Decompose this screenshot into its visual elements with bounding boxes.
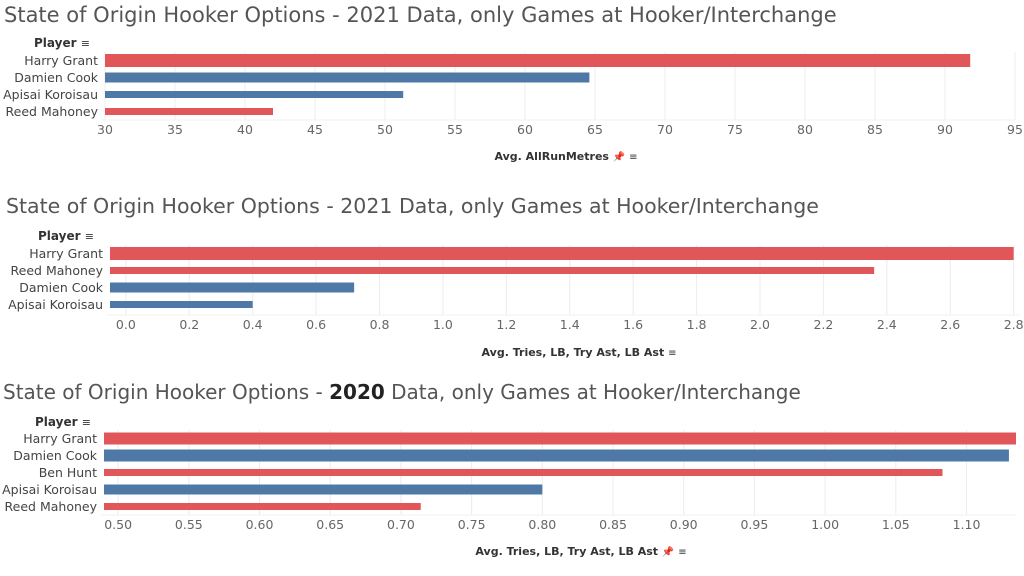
x-tick-label: 1.0 xyxy=(433,317,453,332)
sort-icon[interactable]: ≡ xyxy=(81,416,91,429)
category-label[interactable]: Damien Cook xyxy=(14,70,99,85)
y-axis-title[interactable]: Player ≡ xyxy=(35,415,91,429)
category-label[interactable]: Reed Mahoney xyxy=(6,104,99,119)
category-label[interactable]: Harry Grant xyxy=(23,431,97,446)
x-tick-label: 1.4 xyxy=(560,317,580,332)
x-tick-label: 0.0 xyxy=(116,317,136,332)
x-tick-label: 95 xyxy=(1007,122,1023,137)
x-tick-label: 0.55 xyxy=(175,517,203,532)
x-tick-label: 50 xyxy=(377,122,393,137)
x-tick-label: 0.6 xyxy=(306,317,326,332)
category-label[interactable]: Damien Cook xyxy=(19,280,104,295)
x-tick-label: 0.2 xyxy=(179,317,199,332)
y-axis-title[interactable]: Player ≡ xyxy=(38,229,94,243)
bar[interactable] xyxy=(105,54,971,67)
x-tick-label: 2.8 xyxy=(1004,317,1024,332)
x-tick-label: 0.80 xyxy=(528,517,556,532)
x-axis-title[interactable]: Avg. Tries, LB, Try Ast, LB Ast 📌 ≡ xyxy=(475,545,687,558)
bar[interactable] xyxy=(104,484,543,495)
x-tick-label: 0.4 xyxy=(243,317,263,332)
chart-title: State of Origin Hooker Options - 2020 Da… xyxy=(3,380,801,404)
y-axis-title[interactable]: Player ≡ xyxy=(34,36,90,50)
x-tick-label: 0.85 xyxy=(599,517,627,532)
bar[interactable] xyxy=(105,91,404,98)
x-tick-label: 0.95 xyxy=(740,517,768,532)
bar[interactable] xyxy=(104,449,1009,462)
category-label[interactable]: Ben Hunt xyxy=(39,465,97,480)
x-tick-label: 85 xyxy=(867,122,883,137)
category-label[interactable]: Reed Mahoney xyxy=(11,263,104,278)
chart-svg: 30 35 40 45 50 55 60 65 70 75 80 85 90 95 Harry Grant D… xyxy=(3,52,1023,137)
x-tick-label: 0.65 xyxy=(316,517,344,532)
chart-svg: 0.0 0.2 0.4 0.6 0.8 1.0 1.2 1.4 1.6 1.8 2.0 2.2 2.4 2… xyxy=(8,245,1024,332)
x-axis-title[interactable]: Avg. Tries, LB, Try Ast, LB Ast ≡ xyxy=(481,346,677,359)
bar[interactable] xyxy=(105,72,590,83)
x-tick-label: 40 xyxy=(237,122,253,137)
x-tick-label: 75 xyxy=(727,122,743,137)
chart-panel-1: State of Origin Hooker Options - 2021 Da… xyxy=(0,0,1024,180)
category-label[interactable]: Harry Grant xyxy=(24,53,98,68)
x-tick-label: 55 xyxy=(447,122,463,137)
x-tick-label: 80 xyxy=(797,122,813,137)
x-tick-label: 0.60 xyxy=(246,517,274,532)
bar[interactable] xyxy=(110,301,253,308)
x-tick-label: 2.6 xyxy=(940,317,960,332)
category-label[interactable]: Harry Grant xyxy=(29,246,103,261)
pin-icon[interactable]: 📌 xyxy=(661,547,675,558)
x-tick-label: 0.8 xyxy=(370,317,390,332)
x-tick-label: 90 xyxy=(937,122,953,137)
x-tick-label: 1.00 xyxy=(811,517,839,532)
sort-icon[interactable]: ≡ xyxy=(678,547,687,558)
bar[interactable] xyxy=(104,469,943,476)
x-tick-label: 30 xyxy=(97,122,113,137)
bar[interactable] xyxy=(110,247,1014,260)
plot-area: 0.0 0.2 0.4 0.6 0.8 1.0 1.2 1.4 1.6 1.8 2.0 2.2 2.4 2… xyxy=(0,245,1024,345)
x-tick-label: 0.70 xyxy=(387,517,415,532)
pin-icon[interactable]: 📌 xyxy=(612,152,626,163)
x-tick-label: 1.8 xyxy=(687,317,707,332)
x-tick-label: 70 xyxy=(657,122,673,137)
x-tick-label: 0.75 xyxy=(458,517,486,532)
sort-icon[interactable]: ≡ xyxy=(668,348,677,359)
chart-title: State of Origin Hooker Options - 2021 Da… xyxy=(6,194,819,218)
chart-svg: 0.50 0.55 0.60 0.65 0.70 0.75 0.80 0.85 0.90 0.95… xyxy=(2,430,1016,532)
x-tick-label: 65 xyxy=(587,122,603,137)
bar[interactable] xyxy=(104,432,1016,445)
chart-panel-2: State of Origin Hooker Options - 2021 Da… xyxy=(0,194,1024,359)
x-tick-label: 2.0 xyxy=(750,317,770,332)
x-axis-title[interactable]: Avg. AllRunMetres 📌 ≡ xyxy=(494,150,638,163)
x-tick-label: 45 xyxy=(307,122,323,137)
bar[interactable] xyxy=(104,503,421,510)
sort-icon[interactable]: ≡ xyxy=(629,152,638,163)
category-label[interactable]: Apisai Koroisau xyxy=(8,297,103,312)
category-label[interactable]: Reed Mahoney xyxy=(5,499,98,514)
sort-icon[interactable]: ≡ xyxy=(80,37,90,50)
category-label[interactable]: Damien Cook xyxy=(13,448,98,463)
x-tick-label: 1.6 xyxy=(623,317,643,332)
x-tick-label: 0.90 xyxy=(670,517,698,532)
chart-title: State of Origin Hooker Options - 2021 Da… xyxy=(4,3,837,27)
x-tick-label: 2.4 xyxy=(877,317,897,332)
x-tick-label: 1.05 xyxy=(882,517,910,532)
category-label[interactable]: Apisai Koroisau xyxy=(2,482,97,497)
x-tick-label: 60 xyxy=(517,122,533,137)
sort-icon[interactable]: ≡ xyxy=(84,230,94,243)
bar[interactable] xyxy=(105,108,273,115)
x-tick-label: 1.10 xyxy=(953,517,981,532)
bar[interactable] xyxy=(110,282,355,293)
x-tick-label: 0.50 xyxy=(104,517,132,532)
x-tick-label: 2.2 xyxy=(813,317,833,332)
bar[interactable] xyxy=(110,267,875,274)
plot-area: 30 35 40 45 50 55 60 65 70 75 80 85 90 95 Harry Grant D… xyxy=(0,52,1024,152)
category-label[interactable]: Apisai Koroisau xyxy=(3,87,98,102)
plot-area: 0.50 0.55 0.60 0.65 0.70 0.75 0.80 0.85 0.90 0.95… xyxy=(0,430,1024,542)
x-tick-label: 1.2 xyxy=(496,317,516,332)
x-tick-label: 35 xyxy=(167,122,183,137)
